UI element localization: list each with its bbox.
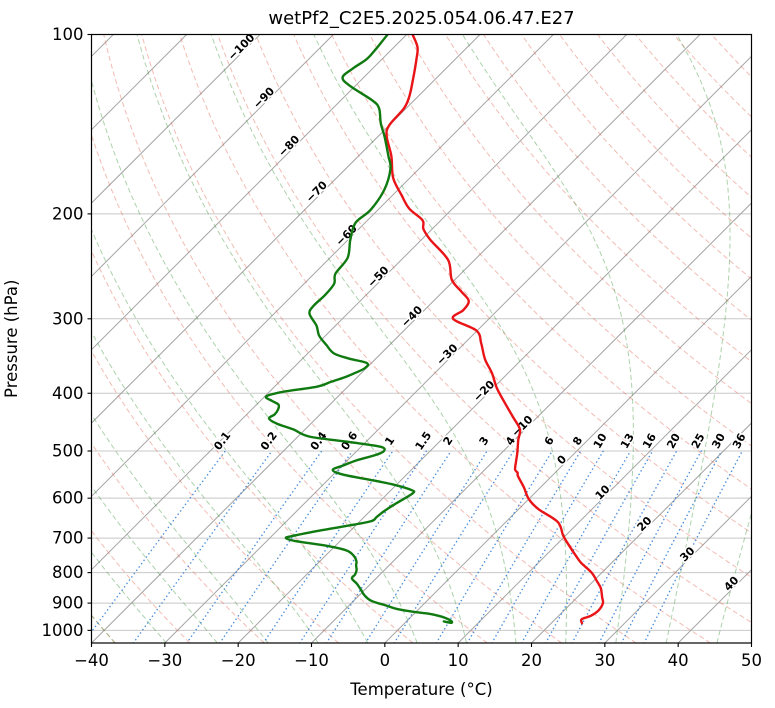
isotherm-line [91,34,261,204]
figure-title: wetPf2_C2E5.2025.054.06.47.E27 [268,8,574,29]
x-tick-label: 10 [448,651,469,670]
isotherm-line [164,55,752,643]
dewpoint-curve [264,34,454,624]
mixing-ratio-line [132,450,273,643]
dry-adiabat-line [559,34,752,239]
mixing-ratio-line [620,450,723,643]
dry-adiabat-line [255,34,752,578]
sounding-curves [264,34,605,625]
dry-adiabat-line [217,34,752,624]
mixing-ratio-line [91,450,227,634]
x-tick-label: −40 [74,651,109,670]
dry-adiabat-line [445,34,752,363]
plot-frame [90,33,753,644]
moist-adiabat-line [210,34,517,643]
background-reference-lines [91,34,752,643]
y-tick-label: 300 [52,309,84,328]
dry-adiabat-line [141,34,637,643]
y-tick-label: 500 [52,442,84,461]
isotherm-line [457,348,752,643]
y-axis-label: Pressure (hPa) [2,280,21,398]
moist-adiabat-line [91,485,218,643]
isotherm-line [311,202,752,643]
isotherm-line [237,128,752,643]
moist-adiabat-line [91,79,418,643]
mixing-ratio-line [325,450,452,643]
x-tick-label: −20 [221,651,256,670]
mixing-ratio-line [544,450,654,643]
mixing-ratio-line [520,450,632,643]
x-tick-label: −10 [294,651,329,670]
moist-adiabat-line [91,228,369,643]
x-tick-label: 50 [741,651,762,670]
moist-adiabat-line [462,34,634,643]
y-tick-label: 700 [52,529,84,548]
y-tick-label: 800 [52,563,84,582]
mixing-ratio-line [598,450,702,643]
axes-frame-and-ticks: −40 −30 −20 −10 0 10 20 30 40 50 100 200 300 400 500 60… [42,25,763,670]
dry-adiabat-line [369,34,752,447]
dry-adiabat-line [103,34,562,643]
moist-adiabat-line [91,413,269,643]
x-tick-label: 0 [380,651,391,670]
isotherm-line [91,34,481,424]
moist-adiabat-line [716,511,752,643]
isotherm-line [91,34,334,278]
pressure-gridlines [91,34,752,631]
isotherm-line [531,422,752,643]
dry-adiabat-line [635,34,752,158]
x-axis-label: Temperature (°C) [349,680,492,699]
mixing-ratio-line [491,450,605,643]
x-tick-label: 40 [668,651,689,670]
isotherm-line [604,495,752,643]
y-tick-label: 200 [52,204,84,223]
temperature-curve [385,34,605,625]
moist-adiabat-line [136,34,468,643]
mixing-ratio-line [466,450,582,643]
y-tick-label: 900 [52,594,84,613]
moist-adiabat-line [665,34,731,643]
mixing-ratio-line [364,450,488,643]
mixing-ratio-line [571,450,678,643]
x-tick-label: 20 [521,651,542,670]
y-tick-label: 600 [52,489,84,508]
dry-adiabat-line [331,34,752,490]
isotherm-line [384,275,752,643]
y-tick-label: 400 [52,384,84,403]
mixing-ratio-line [643,450,744,643]
x-tick-label: 30 [594,651,615,670]
dry-adiabat-line [91,133,488,643]
dry-adiabat-line [293,34,752,534]
isotherm-line [91,34,701,643]
mixing-ratio-line [299,450,428,643]
isotherm-line [91,34,408,351]
y-tick-label: 100 [52,25,84,44]
dry-adiabat-line [407,34,752,405]
isotherm-line [91,34,554,498]
x-tick-label: −30 [147,651,182,670]
dry-adiabat-line [91,350,339,643]
mixing-ratio-line [435,450,554,643]
y-tick-label: 1000 [42,621,84,640]
